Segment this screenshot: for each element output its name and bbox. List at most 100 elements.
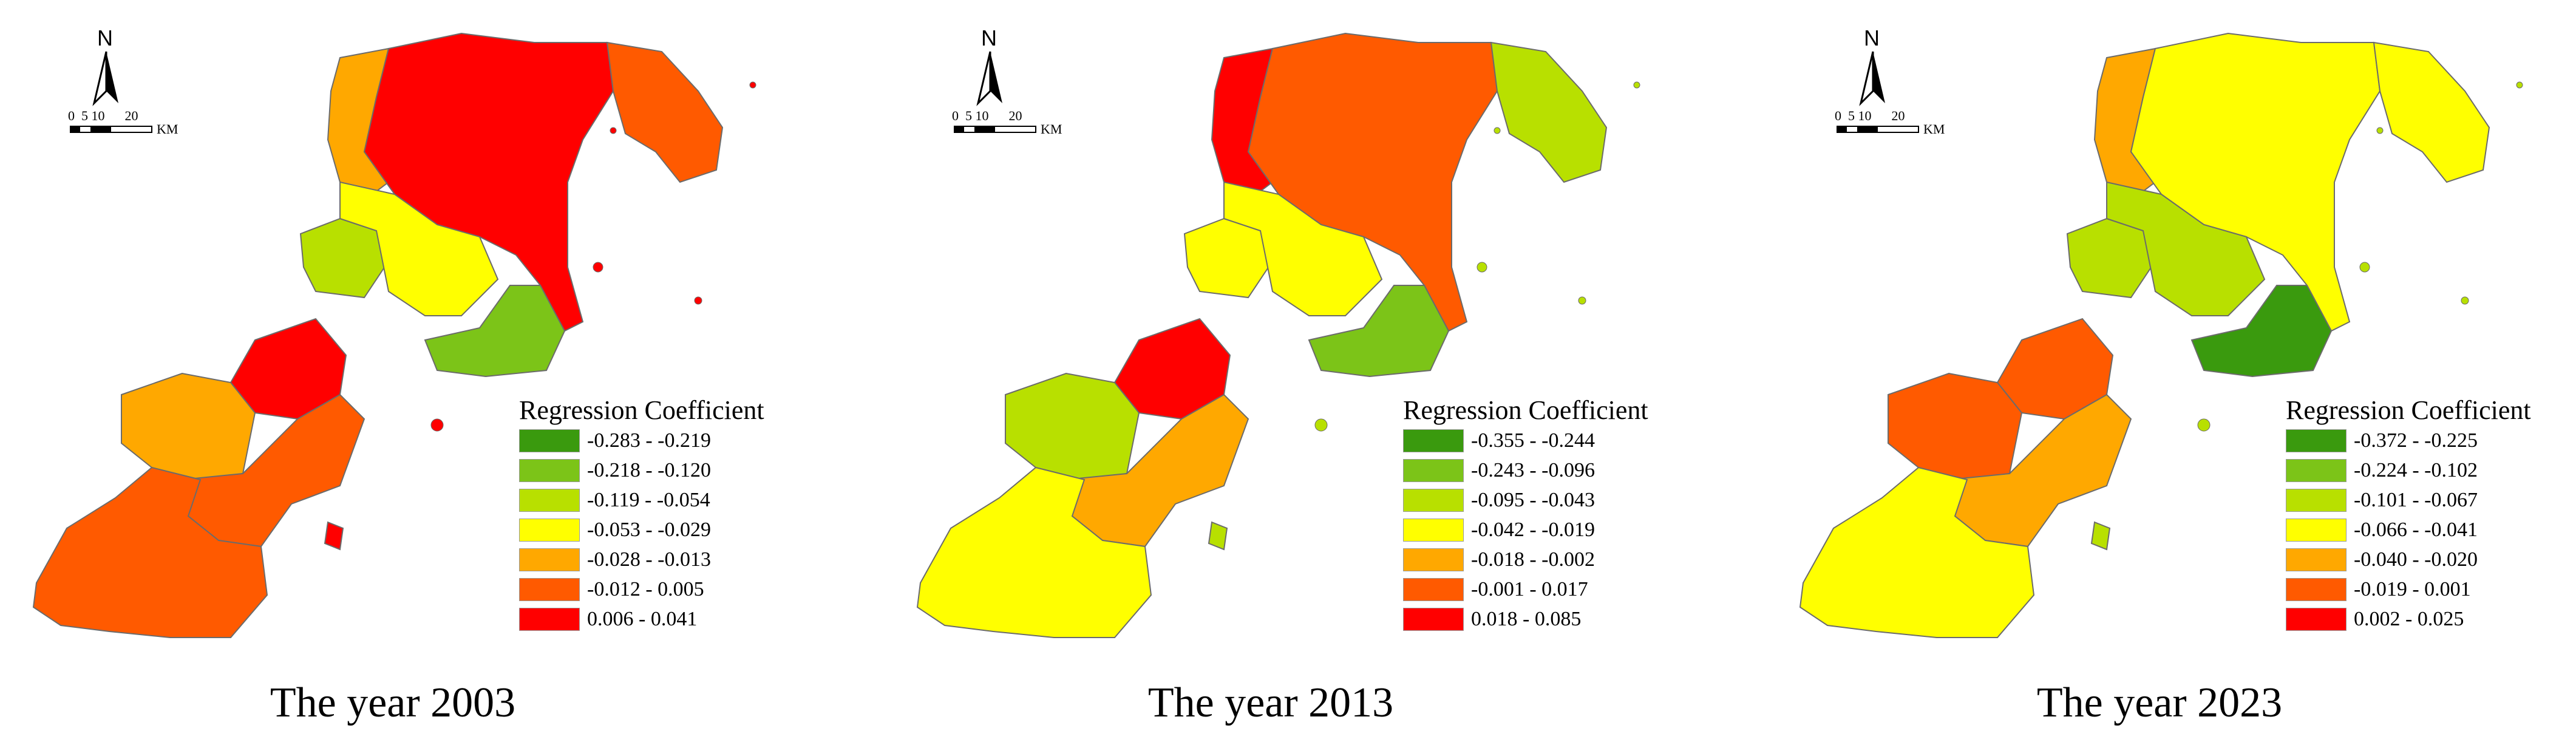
map-region-south-west: [1888, 372, 2023, 481]
legend-item: -0.053 - -0.029: [519, 515, 764, 545]
legend-item: -0.119 - -0.054: [519, 485, 764, 515]
map-region-south-west: [121, 372, 256, 481]
legend-item: -0.066 - -0.041: [2286, 515, 2531, 545]
scale-unit: KM: [1041, 121, 1062, 137]
legend-item: 0.018 - 0.085: [1403, 604, 1648, 634]
islet-marker: [610, 127, 617, 134]
map-region-urban-east: [2190, 285, 2333, 378]
legend-swatch: [2286, 607, 2347, 631]
islet-marker: [694, 296, 702, 305]
islet-marker: [2516, 81, 2523, 89]
legend-swatch: [2286, 518, 2347, 542]
map-region-islands: [2090, 521, 2111, 551]
legend-label: -0.224 - -0.102: [2354, 458, 2478, 481]
legend-item: -0.019 - 0.001: [2286, 574, 2531, 604]
legend-swatch: [1403, 607, 1464, 631]
scale-bar: [70, 126, 152, 133]
legend-swatch: [519, 488, 580, 512]
legend-label: 0.018 - 0.085: [1471, 607, 1582, 630]
legend-item: -0.040 - -0.020: [2286, 545, 2531, 574]
map-region-urban-east: [424, 285, 566, 378]
choropleth-map-2013: [916, 32, 1640, 638]
legend-label: 0.006 - 0.041: [587, 607, 698, 630]
north-label: N: [1864, 26, 1880, 50]
map-region-north-core: [2130, 32, 2381, 332]
map-panel-2003: N 0 5 10 20 KM Regression Coefficient -0…: [0, 0, 858, 745]
islet-marker: [430, 418, 444, 432]
legend-rows: -0.283 - -0.219 -0.218 - -0.120 -0.119 - -…: [519, 426, 764, 634]
map-panel-2023: N 0 5 10 20 KM Regression Coefficient -0…: [1767, 0, 2576, 745]
map-panel-2013: N 0 5 10 20 KM Regression Coefficient -0…: [884, 0, 1742, 745]
legend-swatch: [2286, 458, 2347, 482]
legend-rows: -0.355 - -0.244 -0.243 - -0.096 -0.095 - -…: [1403, 426, 1648, 634]
islet-marker: [749, 81, 756, 89]
legend-rows: -0.372 - -0.225 -0.224 - -0.102 -0.101 - -…: [2286, 426, 2531, 634]
scale-bar-labels: 0 5 10 20: [952, 108, 1022, 123]
islet-marker: [1494, 127, 1501, 134]
legend-label: -0.119 - -0.054: [587, 488, 710, 511]
north-arrow-icon: [1859, 51, 1885, 106]
choropleth-map-2003: [32, 32, 756, 638]
legend-swatch: [1403, 458, 1464, 482]
scale-bar: [1837, 126, 1919, 133]
legend-swatch: [1403, 488, 1464, 512]
north-label: N: [97, 26, 113, 50]
north-arrow-icon: [976, 51, 1002, 106]
islet-marker: [2376, 127, 2384, 134]
legend-item: 0.002 - 0.025: [2286, 604, 2531, 634]
map-region-north-east: [1490, 41, 1608, 183]
legend-label: -0.101 - -0.067: [2354, 488, 2478, 511]
legend: Regression Coefficient -0.283 - -0.219 -0…: [519, 395, 764, 634]
map-region-islands: [324, 521, 344, 551]
legend-swatch: [519, 458, 580, 482]
map-region-north-east: [2373, 41, 2490, 183]
legend-item: -0.095 - -0.043: [1403, 485, 1648, 515]
legend-title: Regression Coefficient: [1403, 395, 1648, 425]
legend-title: Regression Coefficient: [519, 395, 764, 425]
legend-swatch: [2286, 548, 2347, 571]
legend-swatch: [2286, 429, 2347, 452]
map-region-south-south: [32, 466, 268, 638]
scale-unit: KM: [1923, 121, 1945, 137]
legend-label: -0.012 - 0.005: [587, 577, 704, 600]
islet-marker: [1578, 296, 1586, 305]
legend-label: -0.218 - -0.120: [587, 458, 711, 481]
legend-label: -0.372 - -0.225: [2354, 429, 2478, 452]
legend-item: -0.355 - -0.244: [1403, 426, 1648, 455]
map-region-north-east: [606, 41, 724, 183]
legend-swatch: [2286, 488, 2347, 512]
legend-swatch: [519, 429, 580, 452]
map-region-middle-center: [339, 181, 499, 316]
islet-marker: [1314, 418, 1328, 432]
legend-label: -0.095 - -0.043: [1471, 488, 1595, 511]
islet-marker: [593, 262, 603, 273]
legend-label: -0.042 - -0.019: [1471, 518, 1595, 541]
legend-item: -0.218 - -0.120: [519, 455, 764, 485]
legend-item: -0.243 - -0.096: [1403, 455, 1648, 485]
legend-swatch: [519, 577, 580, 601]
legend-swatch: [519, 548, 580, 571]
legend-item: 0.006 - 0.041: [519, 604, 764, 634]
scale-bar-labels: 0 5 10 20: [1835, 108, 1905, 123]
map-region-urban-east: [1308, 285, 1450, 378]
map-region-south-south: [1799, 466, 2035, 638]
islet-marker: [2359, 262, 2370, 273]
legend-item: -0.042 - -0.019: [1403, 515, 1648, 545]
map-region-middle-center: [2106, 181, 2266, 316]
panel-caption: The year 2013: [1147, 679, 1394, 726]
islet-marker: [1633, 81, 1640, 89]
map-region-middle-center: [1223, 181, 1383, 316]
legend-item: -0.101 - -0.067: [2286, 485, 2531, 515]
legend-swatch: [519, 518, 580, 542]
panel-caption: The year 2003: [270, 679, 516, 726]
legend-label: -0.040 - -0.020: [2354, 548, 2478, 571]
legend-swatch: [519, 607, 580, 631]
legend-item: -0.012 - 0.005: [519, 574, 764, 604]
legend: Regression Coefficient -0.372 - -0.225 -0…: [2286, 395, 2531, 634]
legend-item: -0.372 - -0.225: [2286, 426, 2531, 455]
legend: Regression Coefficient -0.355 - -0.244 -0…: [1403, 395, 1648, 634]
map-region-north-core: [363, 32, 614, 332]
legend-swatch: [1403, 429, 1464, 452]
legend-swatch: [2286, 577, 2347, 601]
map-region-north-core: [1247, 32, 1498, 332]
